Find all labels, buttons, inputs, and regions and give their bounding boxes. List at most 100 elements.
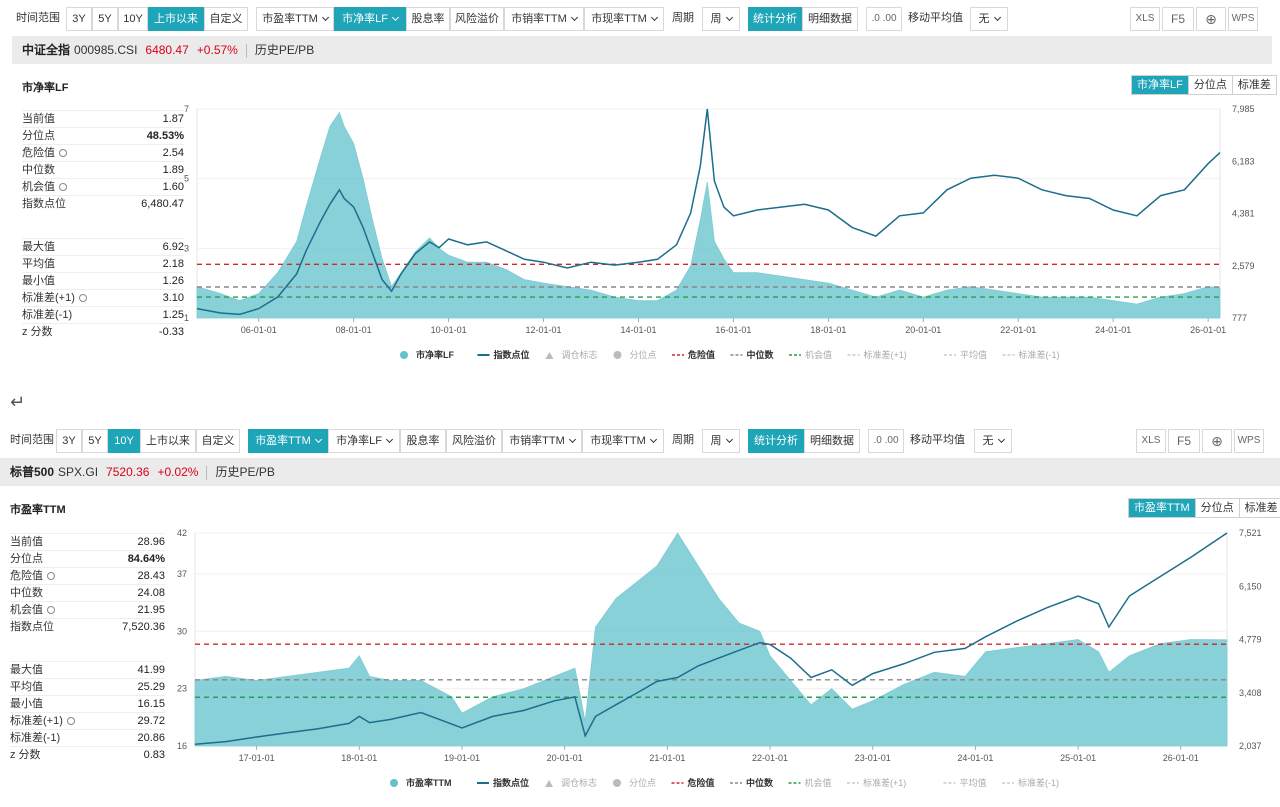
range-10y[interactable]: 10Y — [118, 7, 148, 31]
gear-icon[interactable] — [66, 717, 75, 726]
refresh-button[interactable]: F5 — [1168, 429, 1200, 453]
index-line — [196, 108, 1221, 316]
decimal-places-icon[interactable]: .0 .00 — [866, 7, 902, 31]
metric-pb-lf-label: 市净率LF — [336, 435, 382, 447]
chevron-down-icon — [993, 13, 1001, 22]
range-custom[interactable]: 自定义 — [196, 429, 240, 453]
stat-label: z 分数 — [10, 749, 41, 761]
stat-value: 20.86 — [137, 732, 165, 744]
range-5y[interactable]: 5Y — [92, 7, 118, 31]
stat-label: 平均值 — [10, 681, 43, 693]
gear-icon[interactable] — [59, 149, 67, 158]
stat-label: 机会值 — [10, 602, 55, 618]
stat-danger: 危险值 28.43 — [10, 567, 165, 583]
plus-circle-icon[interactable]: ⊕ — [1202, 429, 1232, 453]
stat-label: 最小值 — [22, 275, 55, 287]
range-3y[interactable]: 3Y — [56, 429, 82, 453]
stat-label: 中位数 — [10, 587, 43, 599]
legend-label: 调仓标志 — [562, 349, 598, 360]
view-stddev[interactable]: 标准差 — [1244, 502, 1278, 514]
stat-value: 1.26 — [162, 275, 184, 287]
stat-analysis-tab[interactable]: 统计分析 — [748, 429, 804, 453]
ma-select[interactable]: 无 — [974, 429, 1012, 453]
stat-min: 最小值 1.26 — [22, 272, 184, 288]
stat-value: 24.08 — [137, 587, 165, 599]
metric-ps-ttm[interactable]: 市销率TTM — [504, 7, 584, 31]
period-value: 周 — [710, 435, 722, 447]
legend-label: 调仓标志 — [561, 777, 597, 788]
stat-sd-minus: 标准差(-1) 20.86 — [10, 729, 165, 745]
stat-value: 1.25 — [162, 309, 184, 321]
view-stddev[interactable]: 标准差 — [1237, 79, 1271, 91]
metric-pb-lf[interactable]: 市净率LF — [334, 7, 406, 31]
stat-current: 当前值 28.96 — [10, 533, 165, 549]
chart-title: 市盈率TTM — [10, 504, 66, 516]
metric-pb-lf[interactable]: 市净率LF — [328, 429, 400, 453]
range-since-listing[interactable]: 上市以来 — [148, 7, 204, 31]
x-tick-label: 20-01-01 — [905, 325, 941, 335]
stat-value: 48.53% — [146, 130, 184, 142]
metric-pcf-ttm-label: 市现率TTM — [590, 435, 646, 447]
metric-dividend[interactable]: 股息率 — [400, 429, 446, 453]
wps-icon[interactable]: WPS — [1234, 429, 1264, 453]
view-percentile[interactable]: 分位点 — [1189, 76, 1233, 94]
metric-pcf-ttm-label: 市现率TTM — [591, 13, 647, 25]
gear-icon[interactable] — [78, 294, 87, 303]
detail-data-tab[interactable]: 明细数据 — [802, 7, 858, 31]
x-tick-label: 17-01-01 — [239, 753, 275, 763]
stat-z: z 分数 0.83 — [10, 746, 165, 762]
metric-ps-ttm[interactable]: 市销率TTM — [502, 429, 582, 453]
chevron-down-icon — [568, 435, 576, 444]
y-left-tick-label: 5 — [184, 174, 189, 184]
legend-dot-icon — [613, 779, 621, 787]
xls-icon[interactable]: XLS — [1136, 429, 1166, 453]
stat-value: 28.96 — [137, 536, 165, 548]
hist-pe-pb-link[interactable]: 历史PE/PB — [215, 465, 275, 479]
xls-icon[interactable]: XLS — [1130, 7, 1160, 31]
plot-area — [196, 108, 1221, 319]
metric-pe-ttm[interactable]: 市盈率TTM — [248, 429, 328, 453]
range-custom[interactable]: 自定义 — [204, 7, 248, 31]
legend-item: 机会值 — [788, 777, 832, 788]
legend-item: 市盈率TTM — [390, 777, 452, 788]
plus-circle-icon[interactable]: ⊕ — [1196, 7, 1226, 31]
refresh-button[interactable]: F5 — [1162, 7, 1194, 31]
wps-icon[interactable]: WPS — [1228, 7, 1258, 31]
stat-median: 中位数 24.08 — [10, 584, 165, 600]
detail-data-tab[interactable]: 明细数据 — [804, 429, 860, 453]
chevron-down-icon — [650, 13, 658, 22]
chevron-down-icon — [649, 435, 657, 444]
legend-label: 分位点 — [630, 349, 657, 360]
gear-icon[interactable] — [47, 572, 55, 581]
range-10y[interactable]: 10Y — [108, 429, 140, 453]
metric-pcf-ttm[interactable]: 市现率TTM — [584, 7, 664, 31]
stat-label: 机会值 — [22, 179, 67, 195]
legend-label: 危险值 — [687, 777, 715, 788]
metric-risk-premium[interactable]: 风险溢价 — [446, 429, 502, 453]
stat-analysis-tab[interactable]: 统计分析 — [748, 7, 802, 31]
hist-pe-pb-link[interactable]: 历史PE/PB — [254, 43, 315, 57]
period-select[interactable]: 周 — [702, 7, 740, 31]
ma-select[interactable]: 无 — [970, 7, 1008, 31]
metric-dividend[interactable]: 股息率 — [406, 7, 450, 31]
y-right-tick-label: 7,521 — [1239, 528, 1262, 538]
view-metric[interactable]: 市盈率TTM — [1129, 499, 1196, 517]
decimal-places-icon[interactable]: .0 .00 — [868, 429, 904, 453]
chevron-down-icon — [997, 435, 1005, 444]
stat-current: 当前值 1.87 — [22, 110, 184, 126]
metric-risk-premium[interactable]: 风险溢价 — [450, 7, 504, 31]
gear-icon[interactable] — [47, 606, 55, 615]
gear-icon[interactable] — [59, 183, 67, 192]
range-3y[interactable]: 3Y — [66, 7, 92, 31]
view-percentile[interactable]: 分位点 — [1196, 499, 1240, 517]
range-5y[interactable]: 5Y — [82, 429, 108, 453]
metric-pcf-ttm[interactable]: 市现率TTM — [582, 429, 664, 453]
stat-max: 最大值 41.99 — [10, 661, 165, 677]
toolbar: 时间范围 3Y 5Y 10Y 上市以来 自定义 市盈率TTM 市净率LF 股息率… — [0, 429, 1280, 453]
period-select[interactable]: 周 — [702, 429, 740, 453]
stat-chance: 机会值 21.95 — [10, 601, 165, 617]
metric-pe-ttm-label: 市盈率TTM — [262, 13, 318, 25]
metric-pe-ttm[interactable]: 市盈率TTM — [256, 7, 334, 31]
range-since-listing[interactable]: 上市以来 — [140, 429, 196, 453]
view-metric[interactable]: 市净率LF — [1132, 76, 1189, 94]
